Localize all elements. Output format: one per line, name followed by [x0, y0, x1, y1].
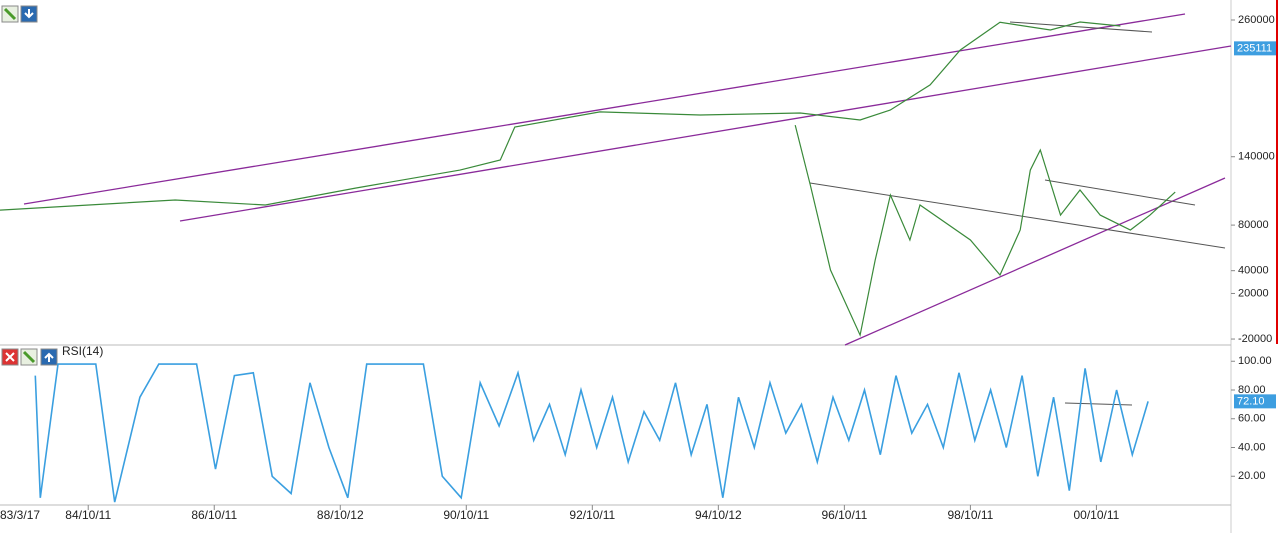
- y-tick-label: 40.00: [1238, 441, 1266, 453]
- x-tick-label: 98/10/11: [947, 508, 993, 522]
- x-tick-label: 92/10/11: [569, 508, 615, 522]
- trend-line: [844, 177, 1226, 346]
- x-tick-label: 88/10/12: [317, 508, 364, 522]
- trend-line: [179, 45, 1232, 222]
- y-tick-label: 80.00: [1238, 384, 1266, 396]
- y-tick-label: 100.00: [1238, 355, 1272, 367]
- last-value-badge: [1234, 41, 1276, 56]
- y-tick-label: 260000: [1238, 14, 1275, 26]
- icon: [44, 352, 54, 362]
- x-tick-label: 00/10/11: [1073, 508, 1119, 522]
- last-value-label: 235111: [1237, 42, 1272, 54]
- last-value-label: 72.10: [1237, 395, 1265, 407]
- y-tick-label: 60.00: [1238, 413, 1266, 425]
- x-tick-label: 83/3/17: [0, 508, 40, 522]
- trend-line: [23, 13, 1186, 205]
- x-tick-label: 96/10/11: [821, 508, 867, 522]
- icon: [24, 9, 34, 19]
- y-tick-label: 140000: [1238, 151, 1275, 163]
- trend-line: [809, 182, 1226, 249]
- series-line: [794, 124, 1176, 338]
- trend-line: [1009, 21, 1153, 33]
- indicator-title: RSI(14): [62, 344, 103, 358]
- y-tick-label: 40000: [1238, 265, 1269, 277]
- x-tick-label: 94/10/12: [695, 508, 742, 522]
- icon: [22, 350, 36, 364]
- series-line: [34, 363, 1149, 503]
- trend-line: [1044, 179, 1196, 206]
- x-tick-label: 86/10/11: [191, 508, 237, 522]
- icon: [3, 7, 17, 21]
- y-tick-label: 80000: [1238, 219, 1269, 231]
- x-tick-label: 84/10/11: [65, 508, 111, 522]
- toolbar[interactable]: [1, 5, 58, 366]
- y-tick-label: -20000: [1238, 333, 1272, 345]
- icon: [5, 352, 15, 362]
- series-line: [0, 21, 1121, 211]
- y-tick-label: 20.00: [1238, 470, 1266, 482]
- x-tick-label: 90/10/11: [443, 508, 489, 522]
- last-value-badge: [1234, 394, 1276, 409]
- y-tick-label: 20000: [1238, 287, 1269, 299]
